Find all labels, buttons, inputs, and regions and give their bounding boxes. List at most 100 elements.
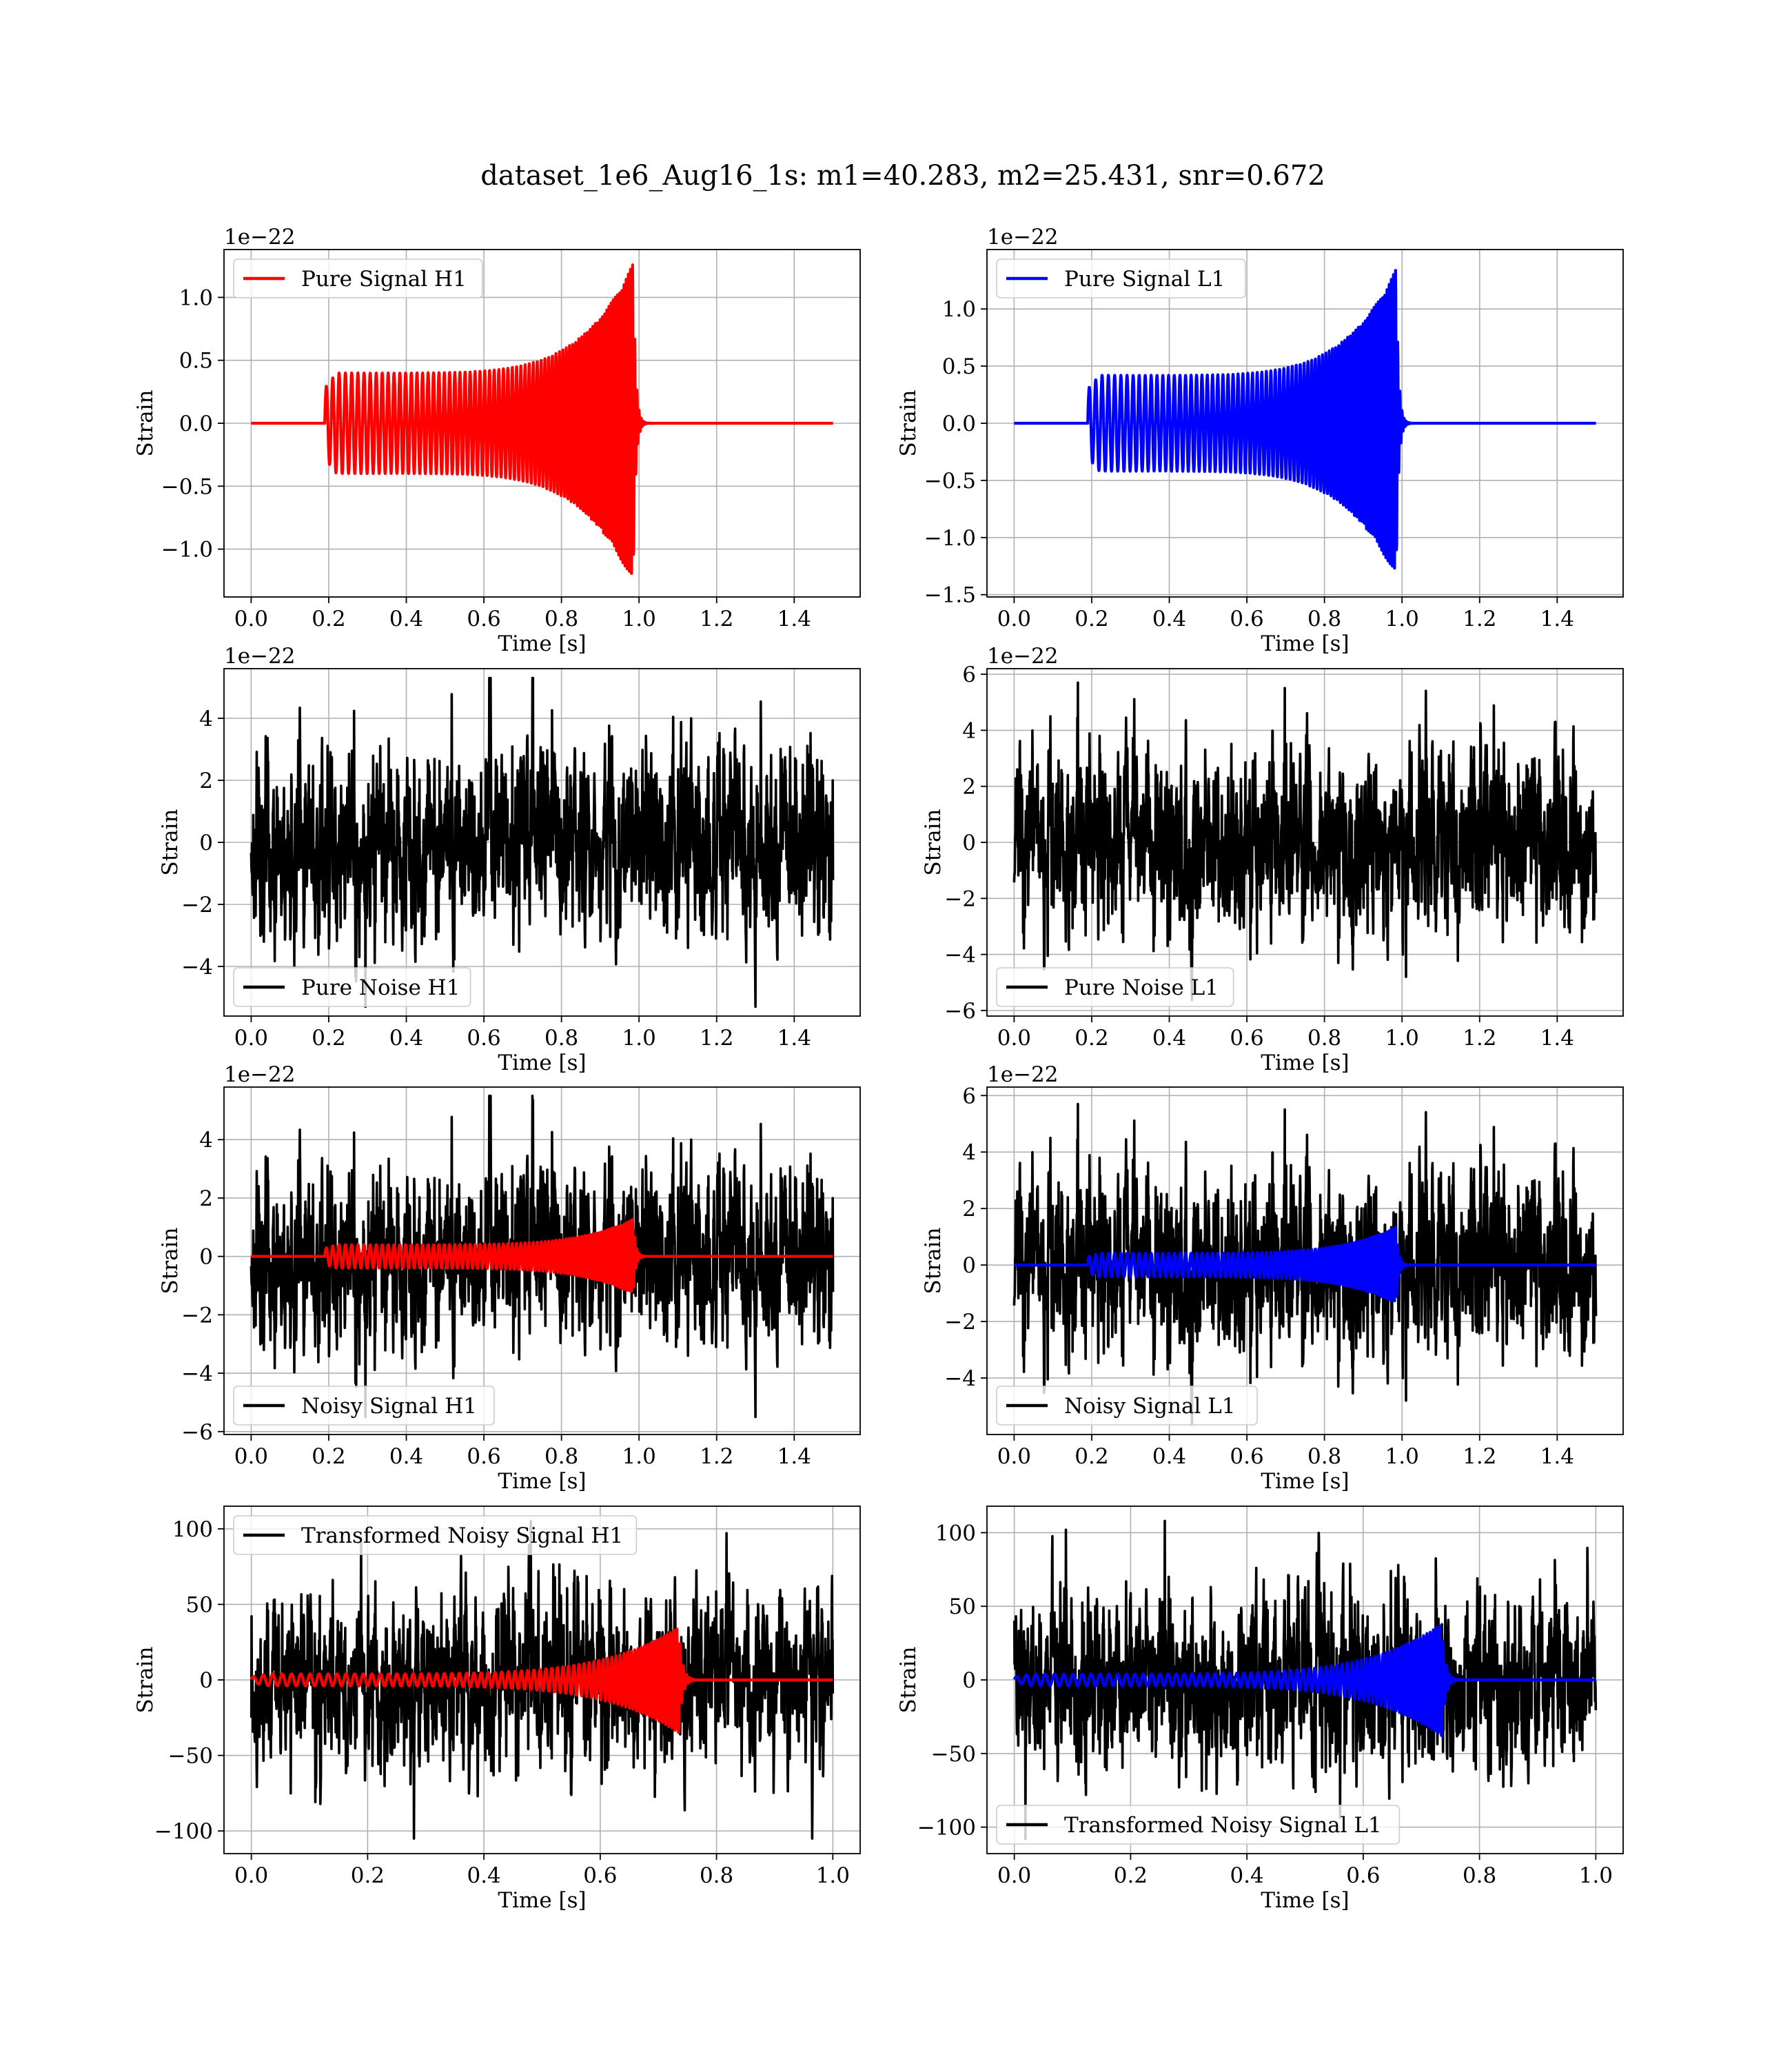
y-tick-label: 6: [962, 1084, 976, 1108]
y-tick-label: 2: [962, 775, 976, 800]
x-tick-label: 1.4: [1540, 607, 1574, 631]
y-tick-label: −6: [181, 1420, 213, 1445]
x-tick-label: 1.2: [1463, 607, 1496, 631]
series-line-pure-noise-l1: [1012, 681, 1598, 1002]
x-tick-label: 1.0: [816, 1863, 850, 1888]
x-tick-label: 1.0: [1385, 1444, 1419, 1469]
x-tick-label: 0.6: [467, 1444, 500, 1469]
legend-label: Noisy Signal H1: [301, 1394, 477, 1419]
y-tick-label: 0.0: [942, 412, 976, 436]
x-tick-label: 0.8: [544, 1444, 578, 1469]
y-tick-label: −2: [181, 1303, 213, 1328]
y-tick-label: 4: [962, 718, 976, 743]
x-tick-label: 0.0: [997, 1026, 1031, 1051]
y-tick-label: −1.0: [161, 538, 213, 562]
x-tick-label: 1.2: [700, 1444, 733, 1469]
y-tick-label: 0: [962, 831, 976, 855]
subplot-pure-signal-h1: 0.0 0.2 0.4 0.6 0.8 1.0 1.2 1.4 −1.0 −0.5 0.0 0.5 1.…: [133, 225, 861, 656]
subplot-pure-noise-h1: 0.0 0.2 0.4 0.6 0.8 1.0 1.2 1.4 −4 −2 0 2 4 Time [s] S…: [158, 644, 861, 1075]
y-axis-label: Strain: [133, 1647, 158, 1714]
x-tick-label: 0.0: [997, 607, 1031, 631]
x-tick-label: 0.4: [389, 607, 423, 631]
x-tick-label: 0.2: [1114, 1863, 1148, 1888]
legend-label: Noisy Signal L1: [1064, 1394, 1236, 1419]
y-axis-label: Strain: [921, 1228, 946, 1295]
y-tick-label: 0.5: [942, 354, 976, 379]
y-tick-label: 4: [962, 1140, 976, 1165]
x-tick-label: 0.8: [1307, 1026, 1341, 1051]
series-line-noisy-signal-l1: [1012, 1102, 1598, 1426]
y-axis-label: Strain: [896, 1647, 921, 1714]
y-axis-label: Strain: [896, 390, 921, 457]
x-axis-label: Time [s]: [1261, 1469, 1349, 1494]
y-tick-label: −100: [154, 1819, 213, 1844]
x-tick-label: 0.6: [1346, 1863, 1380, 1888]
legend-label: Pure Signal L1: [1064, 267, 1225, 292]
x-tick-label: 0.8: [1307, 1444, 1341, 1469]
x-tick-label: 0.2: [312, 1026, 345, 1051]
legend: Noisy Signal L1: [996, 1386, 1258, 1426]
x-tick-label: 1.0: [1579, 1863, 1613, 1888]
y-tick-label: 0: [962, 1668, 976, 1693]
x-tick-label: 0.8: [1463, 1863, 1496, 1888]
legend-box: [996, 1386, 1258, 1426]
series-line-transformed-noisy-signal-l1: [1012, 1519, 1598, 1841]
y-tick-label: 100: [172, 1517, 213, 1542]
x-tick-label: 0.6: [1230, 607, 1263, 631]
legend-box: [233, 258, 483, 298]
offset-text: 1e−22: [224, 1062, 296, 1087]
y-tick-label: −0.5: [161, 474, 213, 499]
series-line-overlay-1: [1012, 1226, 1598, 1303]
x-tick-label: 0.4: [467, 1863, 500, 1888]
x-tick-label: 1.0: [1385, 607, 1419, 631]
x-tick-label: 0.0: [234, 1026, 268, 1051]
x-axis-label: Time [s]: [498, 1469, 586, 1494]
y-tick-label: −1.5: [924, 583, 976, 608]
legend-label: Pure Signal H1: [301, 267, 467, 292]
subplot-noisy-signal-l1: 0.0 0.2 0.4 0.6 0.8 1.0 1.2 1.4 −4 −2 0 2 4 6 Time [s]…: [921, 1062, 1624, 1494]
x-tick-label: 0.6: [467, 1026, 500, 1051]
legend-box: [996, 967, 1234, 1007]
y-tick-label: 50: [949, 1594, 976, 1619]
legend-box: [996, 1805, 1401, 1845]
x-tick-label: 1.0: [1385, 1026, 1419, 1051]
legend-label: Pure Noise H1: [301, 975, 460, 1000]
legend: Transformed Noisy Signal L1: [996, 1805, 1401, 1845]
y-tick-label: −6: [944, 999, 976, 1024]
x-axis-label: Time [s]: [1261, 1888, 1349, 1913]
legend: Noisy Signal H1: [233, 1386, 495, 1426]
x-axis-label: Time [s]: [1261, 1051, 1349, 1075]
y-tick-label: 50: [186, 1592, 213, 1617]
y-tick-label: 4: [199, 1128, 213, 1153]
x-tick-label: 0.6: [1230, 1444, 1263, 1469]
legend: Transformed Noisy Signal H1: [233, 1515, 638, 1555]
y-tick-label: −4: [181, 955, 213, 980]
y-tick-label: 100: [935, 1521, 976, 1545]
x-tick-label: 0.0: [234, 1444, 268, 1469]
y-tick-label: −2: [944, 886, 976, 911]
series-line-overlay-1: [250, 1627, 835, 1734]
x-axis-label: Time [s]: [498, 631, 586, 656]
legend: Pure Noise H1: [233, 967, 471, 1007]
x-tick-label: 0.2: [351, 1863, 385, 1888]
legend-label: Pure Noise L1: [1064, 975, 1219, 1000]
subplot-noisy-signal-h1: 0.0 0.2 0.4 0.6 0.8 1.0 1.2 1.4 −6 −4 −2 0 2 4 Time [s…: [158, 1062, 861, 1494]
offset-text: 1e−22: [987, 1062, 1059, 1087]
x-tick-label: 0.6: [467, 607, 500, 631]
y-tick-label: −4: [181, 1361, 213, 1386]
subplot-pure-signal-l1: 0.0 0.2 0.4 0.6 0.8 1.0 1.2 1.4 −1.5 −1.0 −0.5 0.0 0…: [896, 225, 1624, 656]
x-tick-label: 1.4: [777, 1026, 811, 1051]
x-tick-label: 1.0: [622, 607, 656, 631]
legend-box: [233, 1386, 495, 1426]
y-axis-label: Strain: [158, 809, 183, 876]
x-tick-label: 0.0: [234, 1863, 268, 1888]
x-tick-label: 1.2: [1463, 1026, 1496, 1051]
x-tick-label: 0.0: [997, 1863, 1031, 1888]
y-tick-label: −100: [917, 1816, 976, 1841]
x-tick-label: 0.4: [389, 1444, 423, 1469]
x-tick-label: 1.4: [777, 1444, 811, 1469]
figure-title: dataset_1e6_Aug16_1s: m1=40.283, m2=25.4…: [480, 160, 1325, 192]
legend-box: [996, 258, 1246, 298]
x-tick-label: 0.4: [1152, 1444, 1186, 1469]
subplot-transformed-noisy-signal-h1: 0.0 0.2 0.4 0.6 0.8 1.0 −100 −50 0 50 100 Time [s] S…: [133, 1506, 861, 1913]
